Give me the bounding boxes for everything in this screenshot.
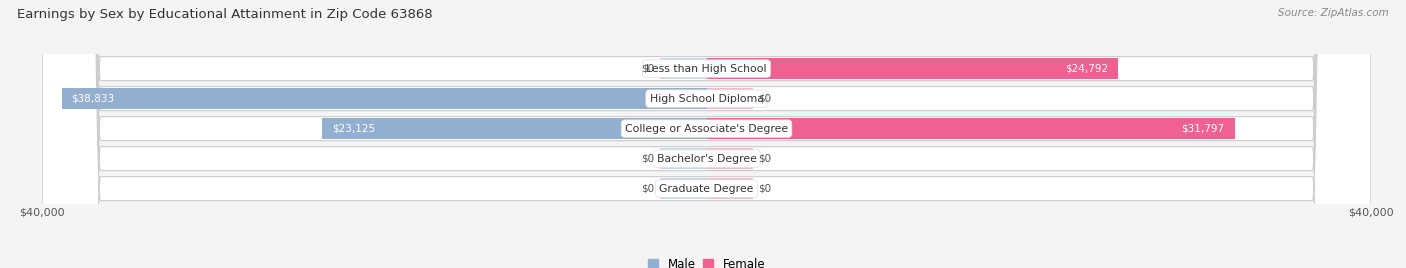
- FancyBboxPatch shape: [42, 0, 1371, 268]
- FancyBboxPatch shape: [42, 0, 1371, 268]
- FancyBboxPatch shape: [42, 0, 1371, 268]
- Bar: [706, 148, 754, 169]
- Text: $23,125: $23,125: [332, 124, 375, 134]
- Bar: [62, 88, 706, 109]
- Text: $0: $0: [758, 154, 772, 164]
- FancyBboxPatch shape: [42, 0, 1371, 268]
- Bar: [706, 88, 754, 109]
- Text: $0: $0: [758, 184, 772, 194]
- Text: Source: ZipAtlas.com: Source: ZipAtlas.com: [1278, 8, 1389, 18]
- Bar: [322, 118, 706, 139]
- Legend: Male, Female: Male, Female: [643, 253, 770, 268]
- Text: $31,797: $31,797: [1181, 124, 1225, 134]
- Text: $0: $0: [758, 94, 772, 104]
- Bar: [706, 118, 1234, 139]
- Bar: [659, 178, 706, 199]
- Text: High School Diploma: High School Diploma: [650, 94, 763, 104]
- Text: $0: $0: [641, 64, 655, 74]
- Text: $0: $0: [641, 184, 655, 194]
- Text: Bachelor's Degree: Bachelor's Degree: [657, 154, 756, 164]
- Bar: [706, 58, 1118, 79]
- Text: $24,792: $24,792: [1066, 64, 1108, 74]
- Text: Graduate Degree: Graduate Degree: [659, 184, 754, 194]
- Text: $38,833: $38,833: [72, 94, 115, 104]
- Text: $0: $0: [641, 154, 655, 164]
- Bar: [706, 178, 754, 199]
- Bar: [659, 148, 706, 169]
- Text: College or Associate's Degree: College or Associate's Degree: [624, 124, 789, 134]
- Text: Earnings by Sex by Educational Attainment in Zip Code 63868: Earnings by Sex by Educational Attainmen…: [17, 8, 433, 21]
- Text: Less than High School: Less than High School: [647, 64, 766, 74]
- FancyBboxPatch shape: [42, 0, 1371, 268]
- Bar: [659, 58, 706, 79]
